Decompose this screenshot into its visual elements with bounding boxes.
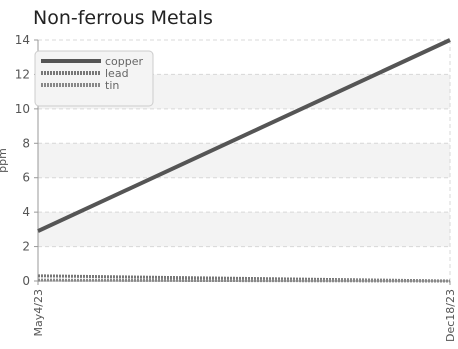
plot-band [38,143,450,178]
series-lines [37,38,451,283]
y-tick-label: 6 [22,171,30,185]
chart-title: Non-ferrous Metals [33,7,213,29]
legend-box [34,50,154,107]
y-tick-label: 12 [15,67,30,81]
legend-label-lead: lead [105,67,129,80]
y-tick-label: 10 [15,102,30,116]
legend-label-tin: tin [105,79,119,92]
y-axis-label: ppm [0,148,9,173]
y-tick-label: 2 [22,240,30,254]
plot-band [38,212,450,247]
y-tick-label: 8 [22,136,30,150]
y-tick-label: 14 [15,33,30,47]
series-line-tin [37,278,451,283]
series-line-copper [37,38,451,233]
x-tick-label: Dec18/23 [444,289,457,342]
y-tick-label: 4 [22,205,30,219]
axes: 0 2 4 6 8 10 12 14 May4/23 Dec18/23 ppm [0,33,457,342]
y-tick-label: 0 [22,274,30,288]
x-tick-label: May4/23 [32,289,45,336]
legend-label-copper: copper [105,55,144,68]
